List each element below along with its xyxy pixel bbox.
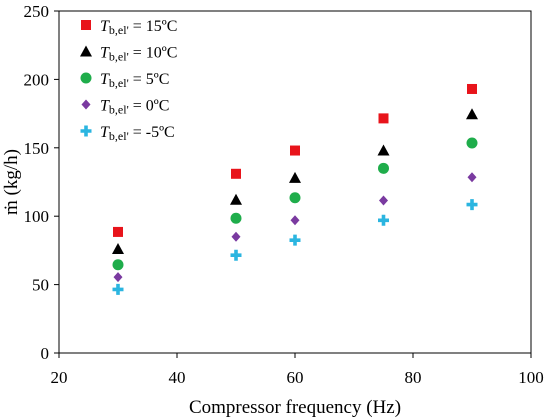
data-point (231, 168, 241, 179)
x-tick-label: 40 (169, 368, 186, 387)
legend: Tb,el' = 15ºC Tb,el' = 10ºC Tb,el' = 5ºC Tb… (80, 18, 177, 143)
legend-label: Tb,el' = 5ºC (100, 71, 169, 90)
data-points (112, 83, 478, 295)
x-axis-title: Compressor frequency (Hz) (189, 397, 401, 418)
data-point (377, 144, 390, 156)
y-axis-title: ṁ (kg/h) (1, 149, 22, 215)
data-point (289, 192, 301, 204)
x-tick-label: 20 (51, 368, 68, 387)
data-point (113, 272, 123, 283)
data-point (112, 243, 124, 255)
y-tick-label: 250 (24, 2, 50, 21)
data-point (466, 137, 478, 149)
data-point (231, 231, 241, 242)
legend-marker (81, 20, 91, 30)
data-point (289, 234, 301, 246)
x-tick-label: 80 (405, 368, 422, 387)
y-tick-label: 0 (41, 344, 50, 363)
data-point (113, 226, 123, 237)
y-tick-label: 50 (32, 276, 49, 295)
series-group (112, 108, 478, 255)
axis-ticks: 20 40 60 80 100 0 50 100 150 200 250 (24, 2, 544, 387)
y-tick-label: 100 (24, 207, 50, 226)
data-point (290, 215, 300, 226)
data-point (378, 162, 389, 174)
data-point (290, 145, 300, 156)
legend-marker (80, 125, 92, 137)
data-point (289, 171, 301, 183)
data-point (467, 83, 477, 94)
data-point (230, 249, 242, 261)
series-group (113, 172, 477, 283)
data-point (466, 199, 478, 211)
data-point (112, 283, 124, 295)
data-point (378, 214, 390, 226)
y-tick-label: 150 (24, 139, 50, 158)
data-point (466, 108, 478, 120)
legend-label: Tb,el' = 15ºC (100, 18, 177, 37)
series-group (112, 199, 478, 295)
legend-marker (81, 99, 91, 110)
legend-label: Tb,el' = 0ºC (100, 98, 169, 117)
data-point (230, 212, 242, 224)
legend-label: Tb,el' = 10ºC (100, 45, 177, 64)
x-tick-label: 100 (518, 368, 544, 387)
y-tick-label: 200 (24, 70, 50, 89)
data-point (230, 193, 242, 205)
series-group (113, 83, 477, 237)
data-point (112, 259, 124, 271)
legend-label: Tb,el' = -5ºC (100, 124, 175, 143)
legend-marker (80, 72, 92, 84)
data-point (378, 113, 389, 124)
legend-marker (80, 45, 92, 57)
data-point (379, 195, 388, 206)
x-tick-label: 60 (287, 368, 304, 387)
data-point (467, 172, 477, 183)
series-group (112, 137, 478, 271)
